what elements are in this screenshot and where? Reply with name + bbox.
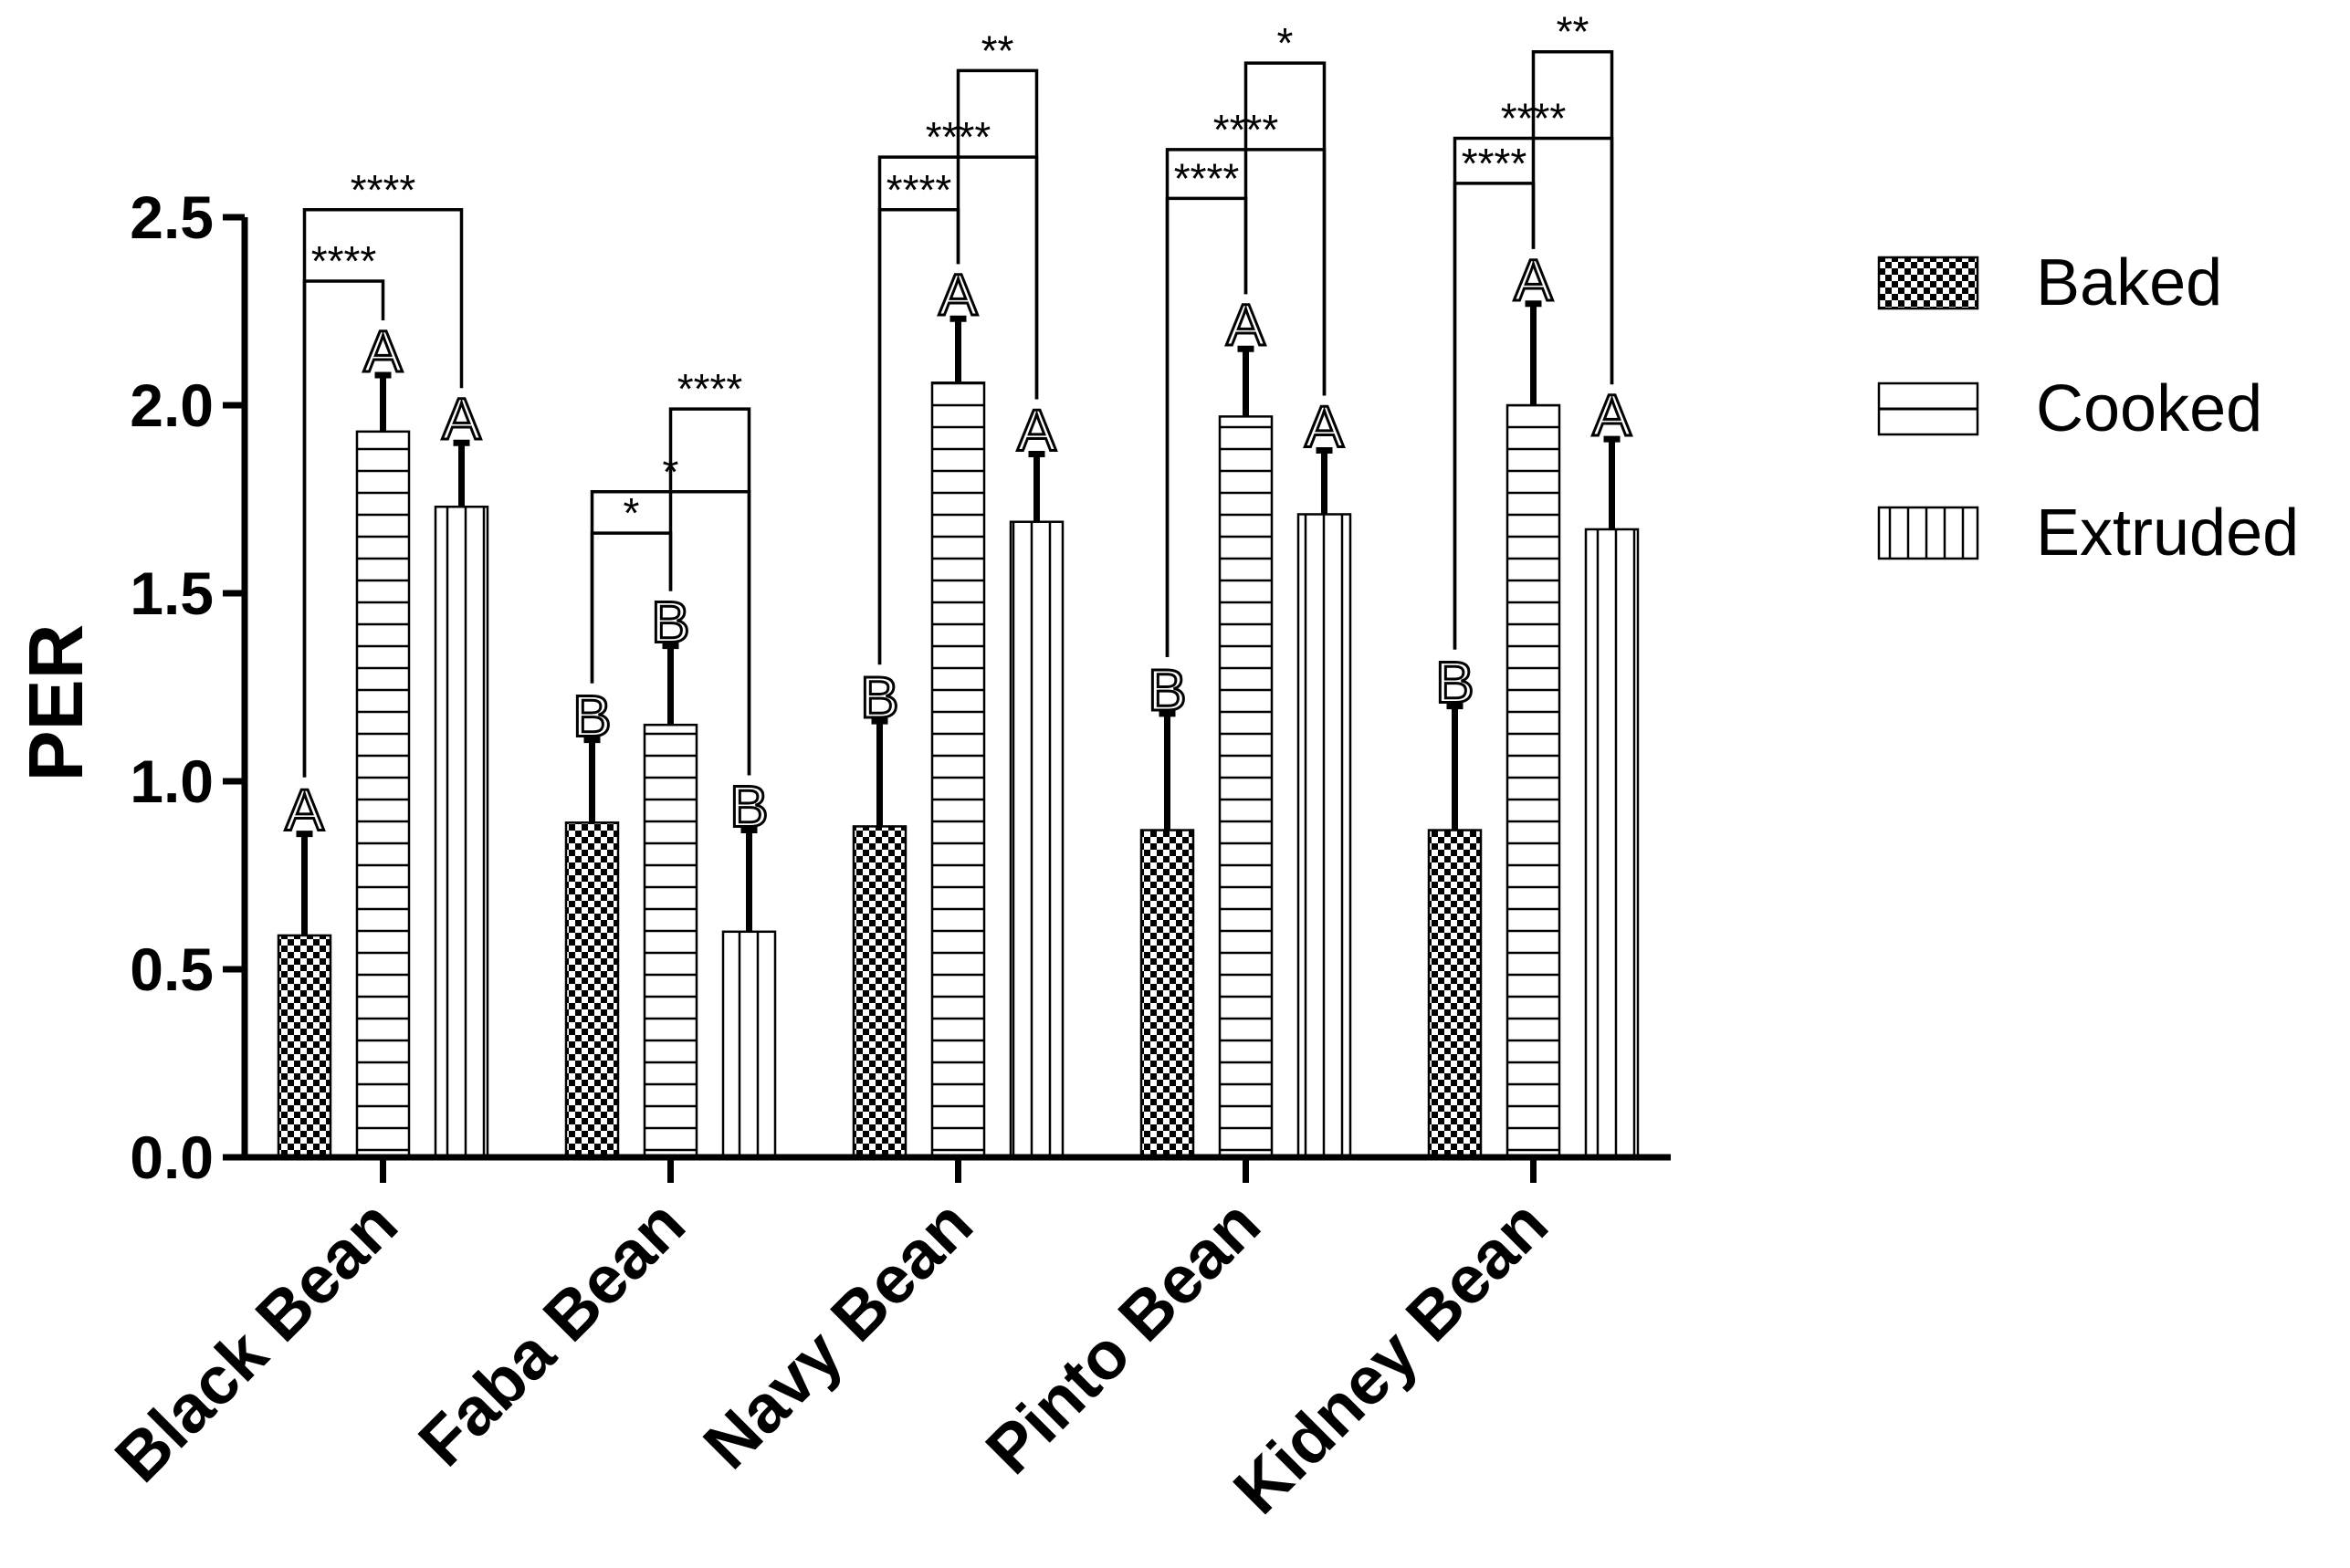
significance-letter-baked: A [285, 778, 324, 843]
y-tick-label: 1.5 [130, 559, 214, 627]
bar-baked [852, 825, 907, 1159]
bar-cooked [1505, 403, 1561, 1159]
significance-letter-extruded: A [1592, 382, 1631, 448]
significance-stars: ** [1557, 8, 1589, 56]
significance-letter-extruded: A [1305, 393, 1344, 459]
significance-letter-baked: B [1435, 650, 1474, 716]
x-tick-label-black-bean: Black Bean [100, 1186, 412, 1497]
significance-letter-extruded: B [729, 774, 769, 840]
significance-letter-cooked: A [1226, 292, 1265, 358]
significance-letter-cooked: A [939, 262, 978, 328]
significance-letter-baked: B [1148, 657, 1187, 723]
bar-extruded [434, 505, 489, 1159]
bar-baked [1139, 829, 1195, 1159]
significance-letter-extruded: A [442, 386, 481, 452]
significance-letter-cooked: A [363, 319, 403, 384]
significance-stars: * [1277, 19, 1294, 67]
significance-stars: **** [677, 365, 743, 413]
y-tick-label: 2.0 [130, 371, 214, 439]
significance-stars: ** [981, 26, 1014, 74]
significance-stars: **** [1462, 140, 1527, 187]
bar-baked [277, 934, 332, 1159]
bar-cooked [643, 723, 698, 1159]
y-tick-label: 0.0 [130, 1124, 214, 1191]
x-tick-label-faba-bean: Faba Bean [404, 1186, 699, 1480]
significance-bracket [302, 208, 464, 778]
x-tick-label-pinto-bean: Pinto Bean [971, 1186, 1275, 1489]
significance-letter-cooked: A [1514, 247, 1553, 313]
bar-extruded [1584, 528, 1640, 1159]
significance-letter-extruded: A [1017, 398, 1056, 464]
significance-bracket [668, 407, 751, 776]
legend-label-cooked: Cooked [2036, 372, 2262, 445]
bar-cooked [355, 430, 411, 1159]
significance-stars: * [624, 489, 640, 537]
significance-stars: **** [351, 166, 416, 214]
x-tick-label-navy-bean: Navy Bean [689, 1186, 987, 1483]
significance-letter-cooked: B [651, 590, 690, 655]
legend-label-baked: Baked [2036, 246, 2222, 319]
bar-cooked [930, 382, 986, 1159]
y-tick-label: 0.5 [130, 936, 214, 1003]
significance-stars: **** [886, 166, 952, 214]
bar-extruded [1009, 520, 1065, 1159]
legend-label-extruded: Extruded [2036, 497, 2299, 570]
y-tick-label: 1.0 [130, 747, 214, 815]
legend-swatch-extruded [1877, 506, 1979, 560]
significance-bracket [956, 68, 1039, 400]
y-tick-label: 2.5 [130, 183, 214, 251]
significance-bracket [1531, 49, 1614, 385]
legend-swatch-baked [1877, 256, 1979, 310]
bar-baked [1427, 829, 1483, 1159]
y-axis-label: PER [13, 624, 99, 782]
bar-cooked [1218, 415, 1274, 1159]
significance-stars: **** [311, 237, 377, 285]
significance-letter-baked: B [860, 664, 899, 730]
significance-bracket [1243, 61, 1327, 396]
y-tick-labels: 0.0 0.5 1.0 1.5 2.0 2.5 [130, 183, 214, 1191]
bar-extruded [1296, 513, 1352, 1159]
bar-baked [564, 821, 620, 1159]
bar-extruded [721, 930, 777, 1159]
x-tick-labels: Black Bean Faba Bean Navy Bean Pinto Bea… [100, 1186, 1562, 1529]
significance-stars: **** [1174, 154, 1240, 202]
legend: Baked Cooked Extruded [1877, 246, 2299, 570]
significance-letter-baked: B [572, 684, 612, 749]
